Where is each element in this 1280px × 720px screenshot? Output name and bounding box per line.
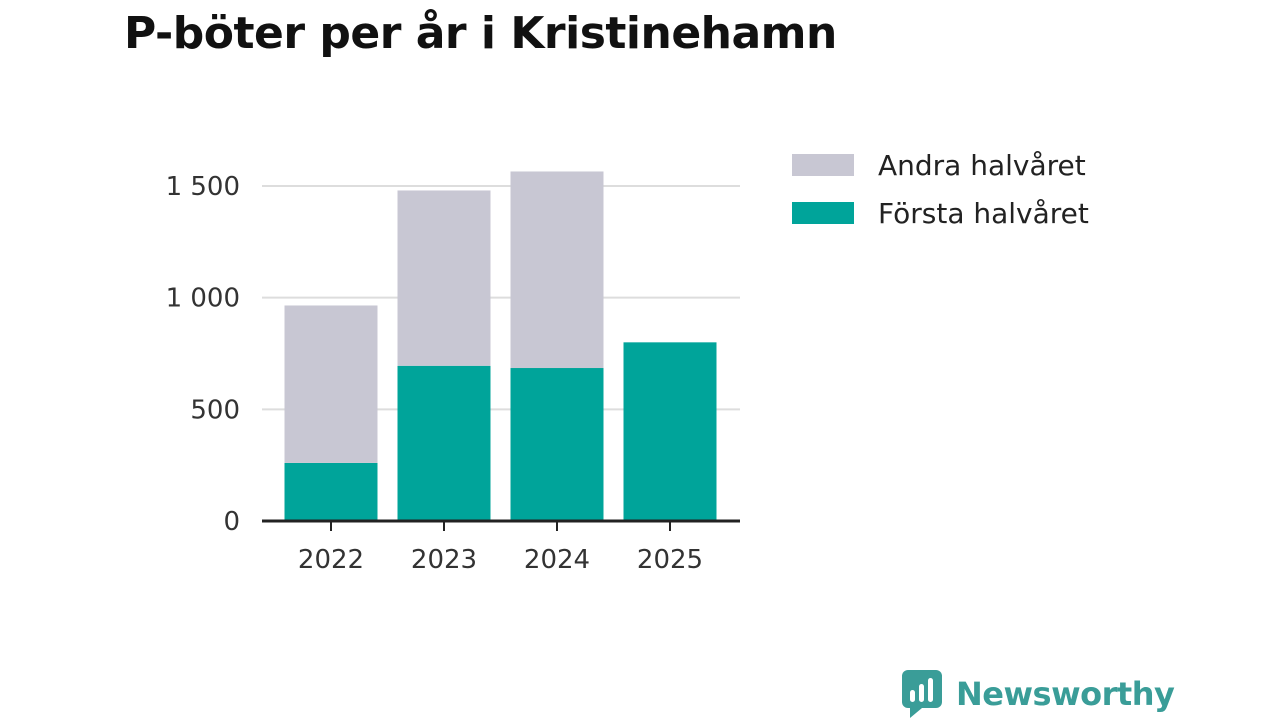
bar-first-half: [397, 365, 491, 521]
x-tick-label: 2023: [411, 545, 477, 575]
bar-first-half: [284, 462, 378, 521]
axes: 0 500 1 000 1 500 2022 2023 2024 2025: [166, 172, 740, 575]
bar-second-half: [284, 305, 378, 463]
y-tick-label: 500: [190, 395, 240, 425]
legend-swatch: [792, 202, 854, 224]
legend-label: Andra halvåret: [878, 149, 1086, 182]
bar-chart-speech-bubble-icon: [902, 670, 942, 718]
bar-first-half: [623, 342, 717, 521]
brand-logo: Newsworthy: [902, 670, 1175, 718]
x-tick-label: 2024: [524, 545, 590, 575]
bars: [284, 171, 717, 521]
bar-first-half: [510, 368, 604, 521]
y-tick-label: 1 000: [166, 284, 240, 314]
bar-second-half: [397, 190, 491, 366]
chart-title: P-böter per år i Kristinehamn: [124, 8, 837, 59]
y-tick-label: 0: [223, 507, 240, 537]
bar-second-half: [510, 171, 604, 369]
x-tick-label: 2025: [637, 545, 703, 575]
legend-label: Första halvåret: [878, 197, 1089, 230]
x-tick-label: 2022: [298, 545, 364, 575]
legend-swatch: [792, 154, 854, 176]
y-tick-label: 1 500: [166, 172, 240, 202]
brand-name: Newsworthy: [956, 675, 1175, 713]
legend: Andra halvåret Första halvåret: [792, 149, 1089, 230]
